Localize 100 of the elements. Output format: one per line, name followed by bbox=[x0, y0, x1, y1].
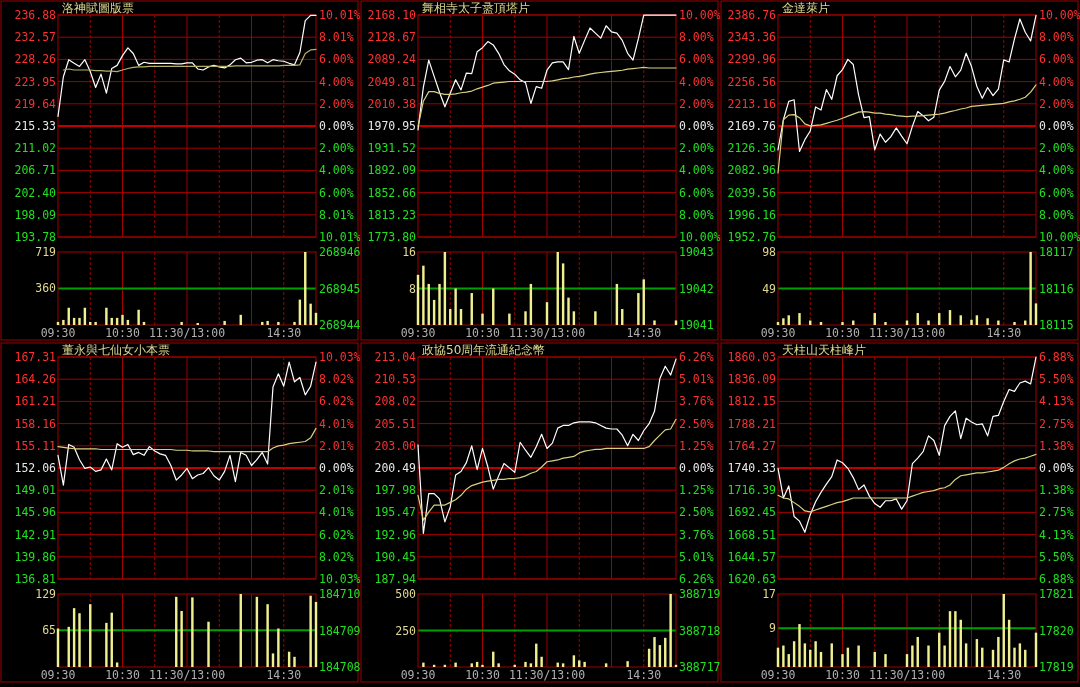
y-tick-label: 236.88 bbox=[14, 8, 57, 22]
y-tick-label: 203.00 bbox=[374, 438, 417, 453]
x-tick-label: 11:30/13:00 bbox=[148, 668, 226, 682]
y2-tick-label: 6.00% bbox=[319, 185, 354, 200]
y2-tick-label: 18116 bbox=[1039, 281, 1074, 296]
bar bbox=[293, 656, 296, 667]
y2-tick-label: 19043 bbox=[679, 245, 714, 259]
x-tick-label: 09:30 bbox=[40, 326, 76, 340]
y2-tick-label: 18115 bbox=[1039, 318, 1074, 332]
x-tick-label: 14:30 bbox=[626, 668, 662, 682]
y2-tick-label: 1.38% bbox=[1039, 483, 1074, 498]
y-tick-label: 49 bbox=[762, 281, 777, 296]
y-tick-label: 16 bbox=[402, 245, 417, 259]
y-tick-label: 17 bbox=[762, 587, 777, 601]
bar bbox=[653, 637, 656, 667]
bar bbox=[540, 656, 543, 667]
y-tick-label: 202.40 bbox=[14, 185, 57, 200]
y2-tick-label: 1.38% bbox=[1039, 438, 1074, 453]
x-tick-label: 14:30 bbox=[986, 668, 1022, 682]
y2-tick-label: 17821 bbox=[1039, 587, 1074, 601]
x-tick-label: 10:30 bbox=[105, 668, 140, 682]
y-tick-label: 198.09 bbox=[14, 207, 57, 222]
bar bbox=[105, 622, 108, 667]
y2-tick-label: 184709 bbox=[319, 623, 361, 638]
line-series bbox=[777, 453, 1037, 513]
y-tick-label: 200.49 bbox=[374, 461, 417, 475]
x-tick-label: 11:30/13:00 bbox=[868, 326, 946, 340]
y-tick-label: 197.98 bbox=[374, 483, 417, 498]
bar bbox=[782, 318, 785, 325]
y2-tick-label: 0.00% bbox=[1039, 119, 1074, 133]
y2-tick-label: 6.00% bbox=[319, 52, 354, 67]
bar bbox=[191, 597, 194, 667]
x-tick-label: 10:30 bbox=[465, 326, 500, 340]
y-tick-label: 1931.52 bbox=[367, 141, 416, 156]
y-tick-label: 2256.56 bbox=[727, 74, 777, 89]
y2-tick-label: 2.00% bbox=[679, 141, 714, 156]
y2-tick-label: 8.02% bbox=[319, 549, 354, 564]
bar bbox=[481, 664, 484, 667]
y2-tick-label: 184710 bbox=[319, 587, 361, 601]
bar bbox=[814, 641, 817, 667]
x-tick-label: 10:30 bbox=[465, 668, 500, 682]
y2-tick-label: 4.01% bbox=[319, 505, 354, 520]
bar bbox=[277, 321, 280, 325]
y2-tick-label: 2.50% bbox=[679, 505, 714, 520]
y2-tick-label: 2.75% bbox=[1039, 505, 1074, 520]
y-tick-label: 205.51 bbox=[374, 416, 417, 431]
y2-tick-label: 184708 bbox=[319, 660, 361, 674]
y-tick-label: 139.86 bbox=[14, 549, 57, 564]
y-tick-label: 1852.66 bbox=[367, 185, 417, 200]
chart-title: 天柱山天柱峰片 bbox=[782, 343, 866, 357]
bar bbox=[422, 265, 425, 325]
y2-tick-label: 2.00% bbox=[319, 96, 354, 111]
y2-tick-label: 2.00% bbox=[319, 141, 354, 156]
y-tick-label: 1952.76 bbox=[727, 230, 777, 244]
line-series bbox=[57, 361, 317, 486]
y-tick-label: 215.33 bbox=[14, 119, 57, 133]
line-series bbox=[777, 356, 1037, 533]
bar bbox=[674, 320, 678, 325]
y2-tick-label: 6.00% bbox=[1039, 52, 1074, 67]
x-tick-label: 11:30/13:00 bbox=[508, 326, 586, 340]
bar bbox=[884, 322, 887, 325]
y2-tick-label: 8.02% bbox=[319, 372, 354, 387]
y-tick-label: 360 bbox=[35, 281, 57, 296]
bar bbox=[180, 321, 183, 325]
bar bbox=[594, 311, 597, 325]
x-tick-label: 11:30/13:00 bbox=[508, 668, 586, 682]
x-tick-label: 14:30 bbox=[266, 326, 302, 340]
y-tick-label: 129 bbox=[35, 587, 57, 601]
y2-tick-label: 0.00% bbox=[1039, 461, 1074, 475]
y2-tick-label: 8.00% bbox=[1039, 30, 1074, 45]
y-tick-label: 250 bbox=[395, 623, 417, 638]
y-tick-label: 719 bbox=[35, 245, 57, 259]
y2-tick-label: 2.01% bbox=[319, 483, 354, 498]
y-tick-label: 1892.09 bbox=[367, 163, 417, 178]
y2-tick-label: 6.00% bbox=[1039, 185, 1074, 200]
y-tick-label: 187.94 bbox=[374, 572, 417, 586]
y-tick-label: 2213.16 bbox=[727, 96, 777, 111]
y-tick-label: 210.53 bbox=[374, 372, 417, 387]
y-tick-label: 1860.03 bbox=[727, 350, 777, 364]
y-tick-label: 149.01 bbox=[14, 483, 57, 498]
y-tick-label: 195.47 bbox=[374, 505, 417, 520]
y2-tick-label: 19042 bbox=[679, 281, 714, 296]
y-tick-label: 158.16 bbox=[14, 416, 57, 431]
y2-tick-label: 388718 bbox=[679, 623, 721, 638]
y2-tick-label: 3.76% bbox=[679, 394, 714, 409]
bar bbox=[782, 645, 785, 667]
y-tick-label: 2299.96 bbox=[727, 52, 777, 67]
bar bbox=[567, 297, 570, 325]
bar bbox=[986, 318, 989, 325]
x-tick-label: 11:30/13:00 bbox=[148, 326, 226, 340]
y-tick-label: 2128.67 bbox=[367, 30, 417, 45]
bar bbox=[857, 645, 860, 667]
x-tick-label: 09:30 bbox=[760, 326, 796, 340]
y-tick-label: 167.31 bbox=[14, 350, 57, 364]
bar bbox=[798, 313, 801, 325]
y-tick-label: 2343.36 bbox=[727, 30, 777, 45]
y2-tick-label: 8.01% bbox=[319, 207, 354, 222]
chart-title: 洛神賦圖版票 bbox=[62, 1, 134, 15]
y2-tick-label: 5.50% bbox=[1039, 372, 1074, 387]
bar bbox=[180, 610, 183, 667]
